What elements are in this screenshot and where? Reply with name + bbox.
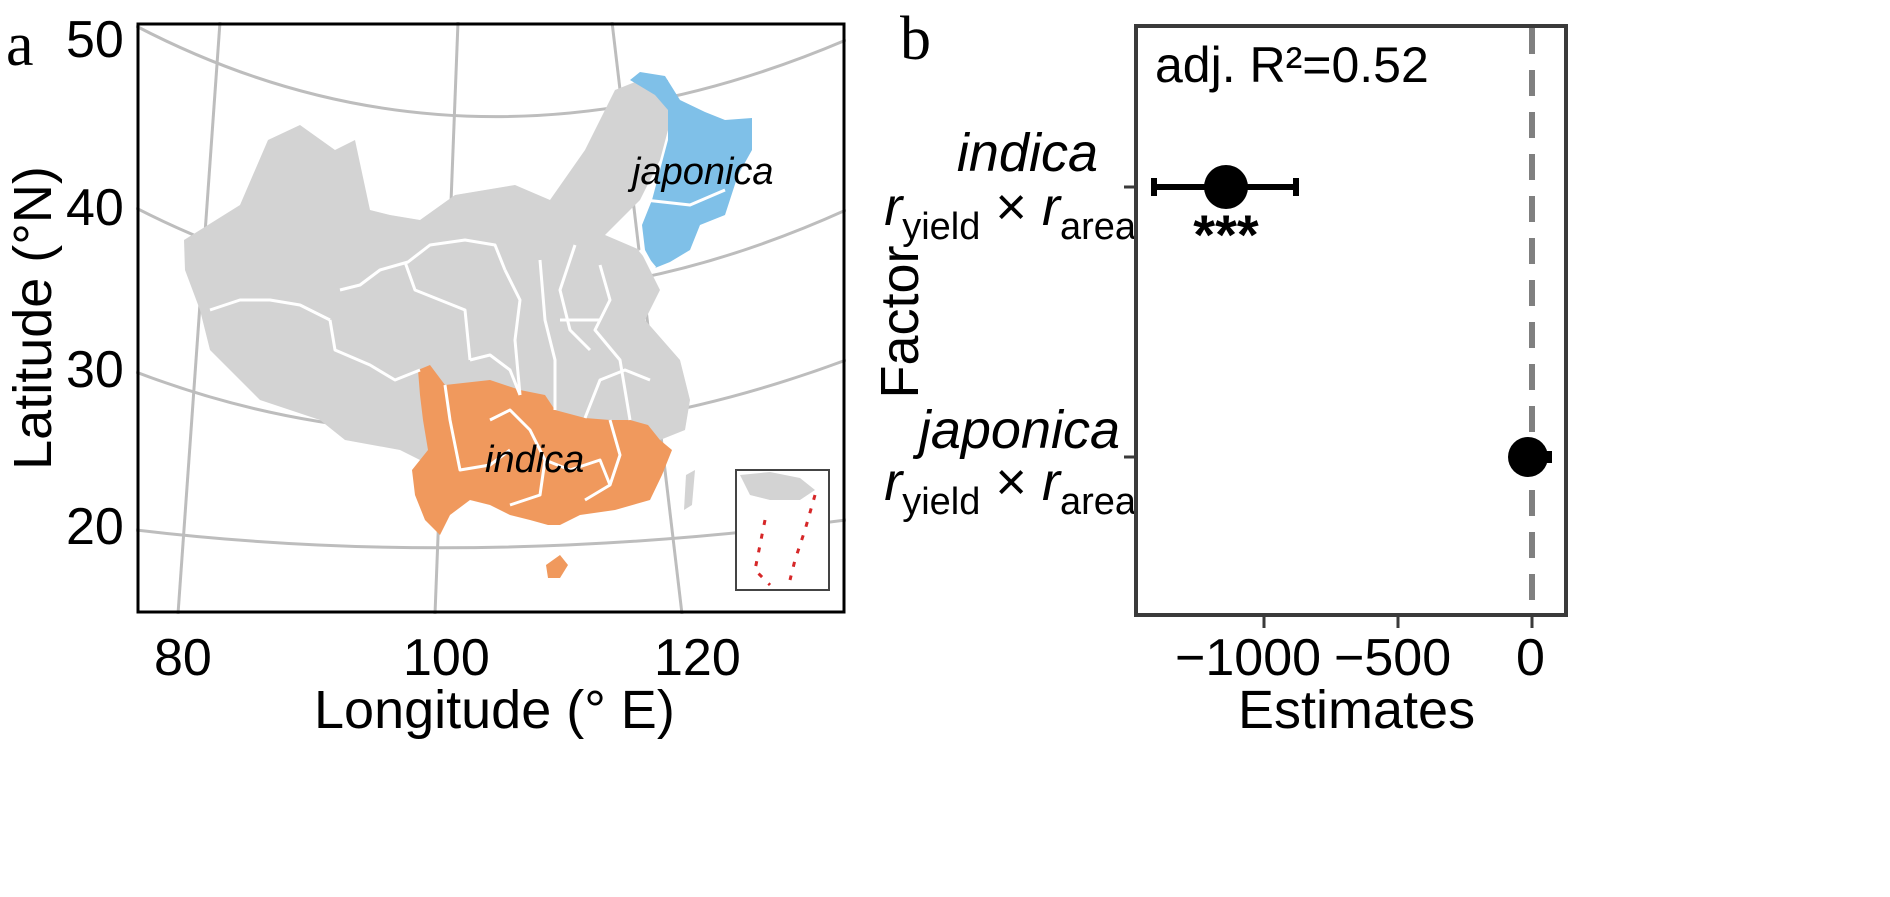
factor-indica-name: indica: [956, 123, 1098, 183]
coefficient-plot: ***: [1124, 24, 1568, 628]
province-boundaries: [209, 188, 726, 507]
factor-japonica-name: japonica: [918, 400, 1120, 460]
factor-indica-expression: ryield × rarea: [884, 177, 1136, 248]
x-tick-neg1000: −1000: [1175, 629, 1322, 687]
japonica-region: [630, 72, 752, 268]
x-axis-title-longitude: Longitude (° E): [314, 680, 675, 740]
south-china-sea-inset: [735, 469, 830, 591]
y-tick-50: 50: [66, 11, 124, 69]
y-axis-title-latitude: Latitude (°N): [3, 166, 63, 470]
factor-japonica-expression: ryield × rarea: [884, 452, 1136, 523]
x-tick-80: 80: [154, 629, 212, 687]
hainan-island: [546, 555, 568, 578]
panel-b-letter: b: [900, 5, 931, 73]
indica-label: indica: [485, 439, 584, 481]
china-land: [184, 78, 690, 510]
panel-a-letter: a: [6, 11, 34, 79]
china-map: japonica indica: [136, 22, 846, 614]
taiwan: [684, 470, 695, 510]
x-tick-120: 120: [654, 629, 741, 687]
x-tick-0: 0: [1516, 629, 1545, 687]
y-tick-20: 20: [66, 498, 124, 556]
x-tick-100: 100: [403, 629, 490, 687]
x-axis-title-estimates: Estimates: [1238, 680, 1476, 740]
x-tick-neg500: −500: [1334, 629, 1452, 687]
japonica-label: japonica: [627, 151, 774, 193]
y-tick-30: 30: [66, 341, 124, 399]
y-axis-title-factor: Factor: [870, 245, 930, 399]
japonica-estimate: [1508, 437, 1552, 477]
significance-stars: ***: [1193, 203, 1259, 266]
indica-region: [412, 365, 672, 535]
indica-estimate: ***: [1151, 165, 1299, 266]
y-tick-40: 40: [66, 179, 124, 237]
r2-annotation: adj. R²=0.52: [1155, 37, 1429, 93]
